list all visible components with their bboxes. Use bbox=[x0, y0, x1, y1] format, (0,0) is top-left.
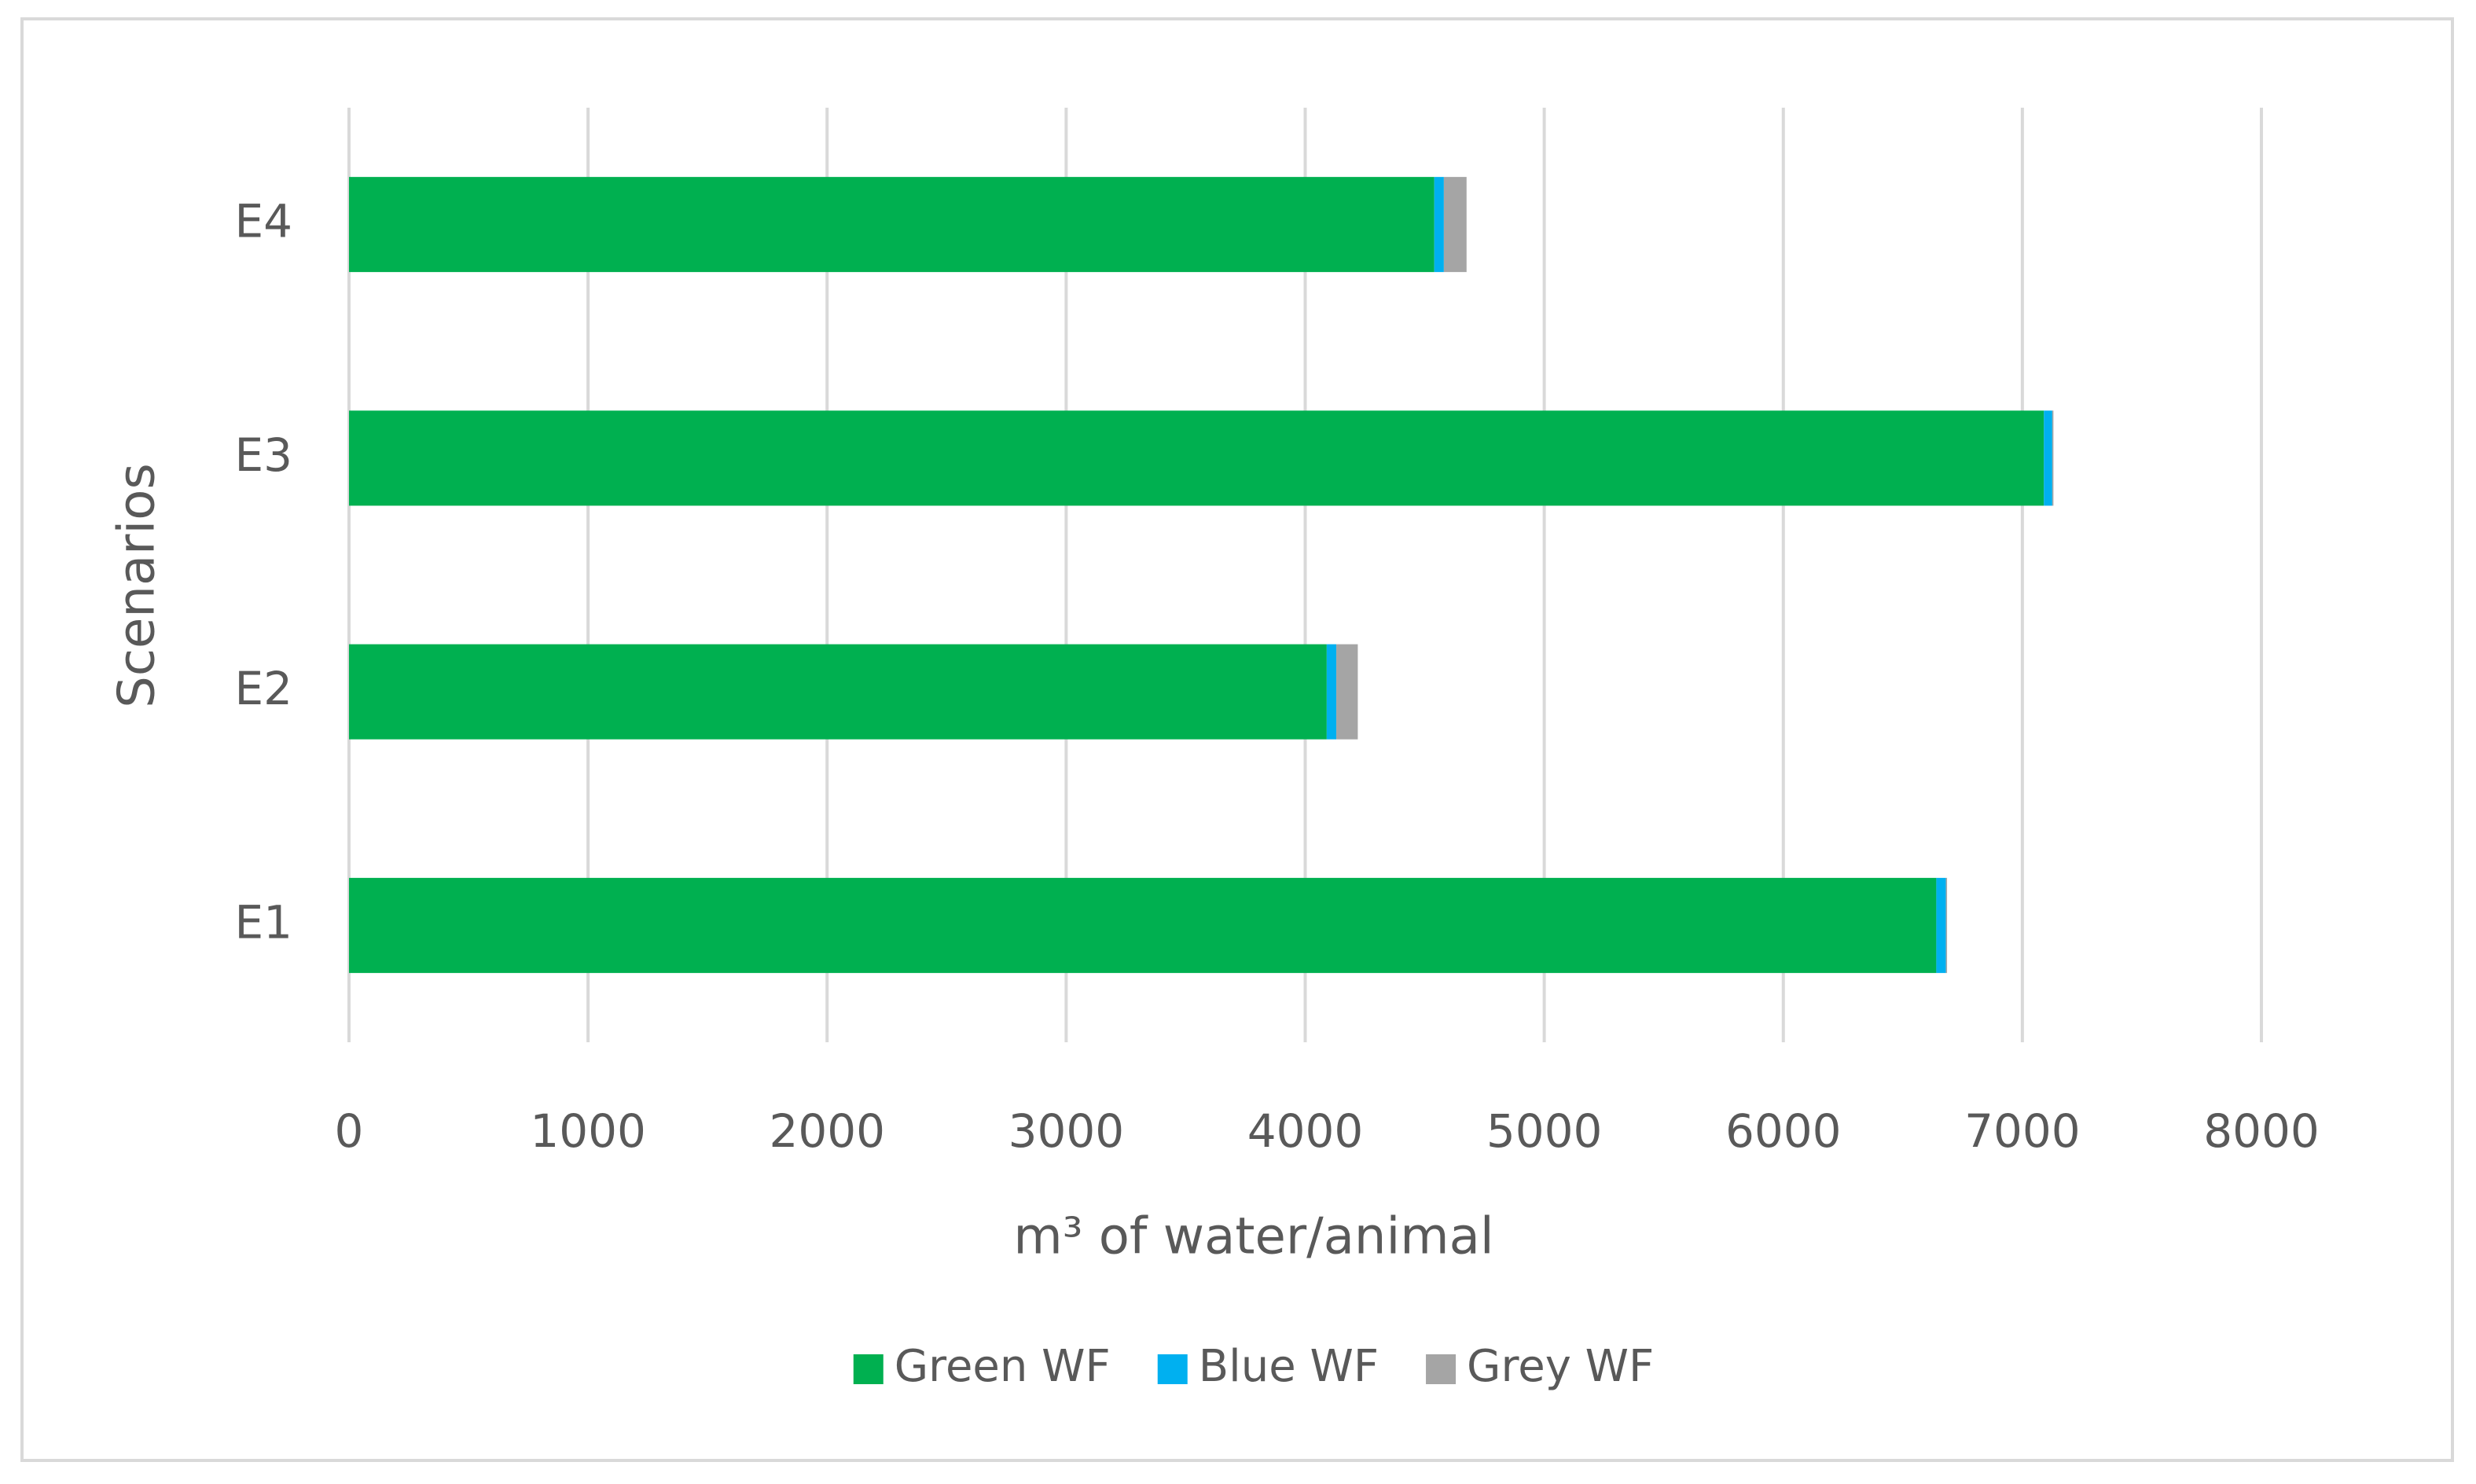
legend-item: Blue WF bbox=[1157, 1341, 1379, 1392]
y-tick-label: E4 bbox=[234, 195, 292, 248]
bar-segment bbox=[1326, 644, 1337, 740]
bar-segment bbox=[2052, 410, 2054, 506]
bar-segment bbox=[349, 877, 1937, 973]
bar-segment bbox=[2044, 410, 2052, 506]
x-tick-label: 3000 bbox=[1008, 1104, 1125, 1158]
y-tick-label: E1 bbox=[234, 895, 292, 949]
y-tick-label: E2 bbox=[234, 662, 292, 715]
x-tick-label: 5000 bbox=[1486, 1104, 1603, 1158]
x-axis-title: m³ of water/animal bbox=[1013, 1208, 1493, 1266]
bar-segment bbox=[349, 410, 2044, 506]
y-tick-label: E3 bbox=[234, 428, 292, 482]
bar-segment bbox=[1945, 877, 1948, 973]
y-axis-title: Scenarios bbox=[108, 463, 167, 708]
x-tick-label: 2000 bbox=[769, 1104, 885, 1158]
bar-segment bbox=[349, 177, 1435, 273]
x-tick-label: 4000 bbox=[1247, 1104, 1364, 1158]
legend-label: Grey WF bbox=[1467, 1341, 1654, 1392]
x-tick-label: 0 bbox=[335, 1104, 364, 1158]
x-tick-label: 1000 bbox=[530, 1104, 646, 1158]
bar-segment bbox=[349, 644, 1327, 740]
bar-segment bbox=[1336, 644, 1358, 740]
legend-swatch bbox=[1157, 1354, 1188, 1384]
legend-label: Blue WF bbox=[1199, 1341, 1379, 1392]
legend-swatch bbox=[1426, 1354, 1457, 1384]
x-tick-label: 8000 bbox=[2203, 1104, 2320, 1158]
legend-label: Green WF bbox=[895, 1341, 1111, 1392]
legend-item: Green WF bbox=[853, 1341, 1111, 1392]
bar-segment bbox=[1443, 177, 1467, 273]
x-tick-label: 6000 bbox=[1725, 1104, 1842, 1158]
bar-segment bbox=[1936, 877, 1946, 973]
bar-segment bbox=[1434, 177, 1444, 273]
x-tick-label: 7000 bbox=[1964, 1104, 2081, 1158]
legend-swatch bbox=[853, 1354, 883, 1384]
legend-item: Grey WF bbox=[1426, 1341, 1654, 1392]
